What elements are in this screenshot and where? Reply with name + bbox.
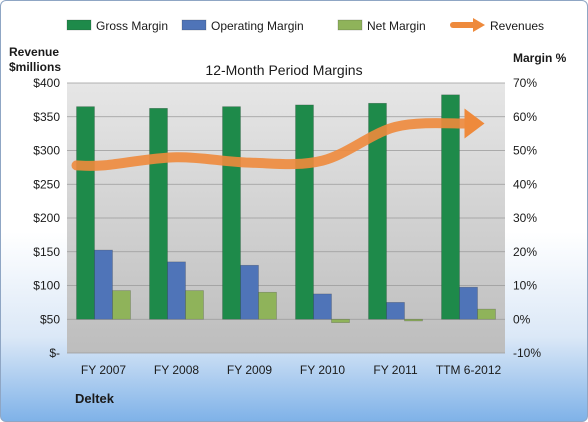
revenues-arrowhead <box>464 108 485 139</box>
bar-operating-margin <box>240 264 259 320</box>
left-axis-tick-label: $250 <box>33 177 60 191</box>
right-axis-tick-label: 20% <box>513 245 537 259</box>
left-axis-tick-label: $150 <box>33 245 60 259</box>
revenue-line <box>71 108 485 171</box>
bar-net-margin <box>185 290 204 320</box>
bar-operating-margin <box>459 286 478 320</box>
left-axis-tick-label: $300 <box>33 144 60 158</box>
bar-operating-margin <box>313 293 332 320</box>
revenues-line <box>71 118 474 171</box>
right-axis-tick-label: 40% <box>513 177 537 191</box>
left-axis-tick-label: $350 <box>33 110 60 124</box>
left-axis-label-line2: $millions <box>9 60 61 74</box>
bar-operating-margin <box>167 261 186 320</box>
bar-gross-margin <box>222 106 241 320</box>
bar-operating-margin <box>386 302 405 320</box>
left-axis-tick-label: $- <box>49 346 60 360</box>
axes: $- $50 $100 $150 $200 $250 $300 $350 $400 -10% 0% 1… <box>33 76 541 377</box>
legend-label: Net Margin <box>367 19 426 33</box>
chart-title: 12-Month Period Margins <box>205 62 362 78</box>
bar-net-margin <box>477 308 496 320</box>
bar-gross-margin <box>295 104 314 320</box>
legend-swatch-operating-margin <box>181 19 207 31</box>
right-axis-tick-label: 70% <box>513 76 537 90</box>
x-axis-tick-label: FY 2010 <box>300 363 345 377</box>
gridlines <box>67 82 505 354</box>
right-axis-tick-label: 10% <box>513 279 537 293</box>
right-axis-tick-label: -10% <box>513 346 541 360</box>
x-axis-tick-label: FY 2011 <box>373 363 418 377</box>
bar-gross-margin <box>76 106 95 320</box>
x-axis-tick-label: FY 2008 <box>154 363 199 377</box>
x-axis-tick-label: FY 2007 <box>81 363 126 377</box>
bar-gross-margin <box>149 108 168 320</box>
left-axis-label-line1: Revenue <box>9 45 59 59</box>
bar-net-margin <box>404 318 423 322</box>
legend-label: Gross Margin <box>96 19 168 33</box>
left-axis-tick-label: $200 <box>33 211 60 225</box>
x-axis-tick-label: TTM 6-2012 <box>436 363 502 377</box>
bar-net-margin <box>331 318 350 323</box>
company-name: Deltek <box>75 391 115 406</box>
bar-operating-margin <box>94 249 113 320</box>
left-axis-tick-label: $400 <box>33 76 60 90</box>
right-axis-tick-label: 30% <box>513 211 537 225</box>
bar-gross-margin <box>368 102 387 320</box>
left-axis-tick-label: $50 <box>40 312 60 326</box>
right-axis-label: Margin % <box>513 51 567 65</box>
bar-net-margin <box>258 291 277 320</box>
legend-label: Operating Margin <box>211 19 304 33</box>
left-axis-tick-label: $100 <box>33 279 60 293</box>
bar-gross-margin <box>441 94 460 320</box>
legend-swatch-revenues-arrow <box>473 18 485 32</box>
legend-label: Revenues <box>490 19 544 33</box>
right-axis-tick-label: 50% <box>513 144 537 158</box>
x-axis-tick-label: FY 2009 <box>227 363 272 377</box>
legend-swatch-gross-margin <box>66 19 92 31</box>
legend: Gross Margin Operating Margin Net Margin Re… <box>66 18 544 33</box>
bar-net-margin <box>112 290 131 320</box>
right-axis-tick-label: 0% <box>513 312 531 326</box>
right-axis-tick-label: 60% <box>513 110 537 124</box>
legend-swatch-net-margin <box>337 19 363 31</box>
